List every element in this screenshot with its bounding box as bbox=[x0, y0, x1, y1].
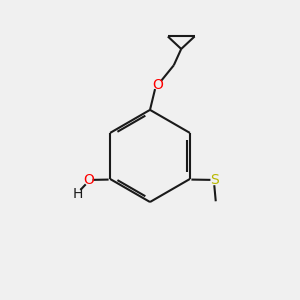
Text: S: S bbox=[210, 173, 219, 188]
Text: H: H bbox=[72, 187, 82, 201]
Text: O: O bbox=[152, 78, 163, 92]
Text: O: O bbox=[83, 173, 94, 188]
